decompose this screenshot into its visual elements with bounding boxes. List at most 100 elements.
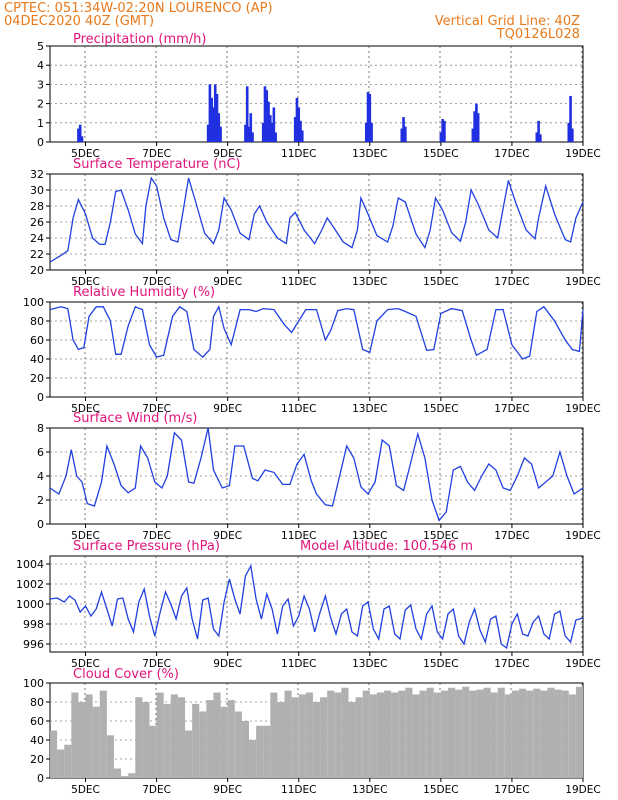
series-line (49, 564, 584, 650)
precip-bar (208, 84, 212, 142)
x-tick-label: 9DEC (213, 658, 242, 670)
cloud-cover-bar (334, 692, 342, 778)
x-tick-label: 13DEC (352, 530, 387, 542)
header-location: CPTEC: 051:34W-02:20N LOURENCO (AP) (4, 1, 273, 16)
cloud-cover-bar (57, 749, 65, 778)
precip-bar (571, 128, 574, 142)
cloud-cover-bar (206, 700, 214, 778)
y-tick-label: 4 (37, 59, 44, 72)
y-tick-label: 40 (30, 734, 44, 747)
x-tick-label: 17DEC (494, 403, 529, 415)
cloud-cover-bar (92, 706, 100, 778)
precip-bar (569, 95, 572, 142)
precip-bar (443, 120, 446, 142)
y-tick-label: 0 (37, 518, 44, 531)
y-tick-label: 8 (37, 422, 44, 435)
panel-surface-wind: Surface Wind (m/s) 0 2 4 6 8 5DEC 7DEC 9DEC 11DE… (37, 411, 601, 542)
precip-bar (293, 117, 297, 142)
precip-bar (217, 113, 221, 142)
y-tick-label: 100 (23, 296, 44, 309)
precip-bar (267, 101, 270, 142)
x-tick-label: 15DEC (423, 148, 458, 160)
x-tick-label: 19DEC (565, 403, 600, 415)
x-tick-label: 7DEC (142, 403, 171, 415)
precip-bar (473, 111, 476, 142)
y-tick-label: 3 (37, 78, 44, 91)
x-tick-label: 11DEC (281, 276, 316, 288)
cloud-cover-bar (483, 687, 491, 778)
x-tick-label: 13DEC (352, 403, 387, 415)
panel-surface-pressure: Surface Pressure (hPa) Model Altitude: 1… (16, 539, 601, 670)
cloud-cover-bar (455, 689, 463, 778)
x-tick-label: 15DEC (423, 784, 458, 796)
panel-title: Precipitation (mm/h) (73, 32, 206, 47)
x-tick-label: 15DEC (423, 276, 458, 288)
cloud-cover-bar (376, 692, 385, 778)
cloud-cover-bar (199, 711, 207, 778)
cloud-cover-bar (526, 690, 534, 778)
panel-precipitation: Precipitation (mm/h) 0 1 2 3 4 5 5DEC 7DEC 9DEC 1… (37, 32, 601, 160)
cloud-cover-bar (277, 702, 285, 778)
x-tick-label: 5DEC (71, 148, 100, 160)
x-tick-label: 19DEC (565, 658, 600, 670)
cloud-cover-bar (504, 694, 512, 778)
precip-bar (247, 126, 251, 142)
cloud-cover-bar (490, 692, 498, 778)
cloud-cover-bar (312, 702, 321, 778)
precip-bar (244, 124, 247, 142)
x-tick-label: 9DEC (213, 276, 242, 288)
cloud-cover-bar (369, 694, 377, 778)
cloud-cover-bar (263, 725, 271, 778)
precip-bar (366, 92, 370, 142)
cloud-cover-bar (135, 697, 143, 778)
precip-bar (213, 84, 217, 142)
cloud-cover-bar (398, 690, 406, 778)
precip-bar (212, 107, 215, 142)
y-tick-label: 1004 (16, 558, 44, 571)
plot-area: 0 2 4 6 8 5DEC 7DEC 9DEC 11DEC 13DEC 15DEC 17DEC 19D… (37, 422, 601, 542)
x-tick-label: 17DEC (494, 658, 529, 670)
x-tick-label: 13DEC (352, 276, 387, 288)
x-tick-label: 9DEC (213, 784, 242, 796)
cloud-cover-bar (291, 697, 299, 778)
cloud-cover-bar (433, 692, 441, 778)
precip-bar (368, 94, 372, 142)
precip-bar (261, 122, 265, 142)
x-tick-label: 5DEC (71, 403, 100, 415)
cloud-cover-bar (391, 692, 399, 778)
y-tick-label: 80 (30, 315, 44, 328)
cloud-cover-bar (192, 703, 200, 778)
cloud-cover-bar (156, 692, 164, 778)
y-tick-label: 1000 (16, 598, 44, 611)
cloud-cover-bar (440, 690, 448, 778)
cloud-cover-bar (568, 694, 576, 778)
cloud-cover-bar (384, 690, 392, 778)
y-tick-label: 998 (23, 618, 44, 631)
cloud-cover-bar (469, 690, 477, 778)
x-tick-label: 7DEC (142, 658, 171, 670)
cloud-cover-bar (177, 697, 186, 778)
precip-bar (215, 94, 219, 142)
precip-bar (77, 128, 80, 142)
precip-bar (370, 122, 373, 142)
y-tick-label: 0 (37, 136, 44, 149)
x-tick-label: 11DEC (281, 784, 316, 796)
cloud-cover-bar (497, 687, 505, 778)
x-tick-label: 7DEC (142, 530, 171, 542)
precip-bar (272, 107, 276, 142)
precip-bar (441, 118, 444, 142)
cloud-cover-bar (447, 687, 456, 778)
x-tick-label: 19DEC (565, 784, 600, 796)
cloud-cover-bar (234, 711, 242, 778)
x-tick-label: 15DEC (423, 403, 458, 415)
precip-bar (78, 124, 82, 142)
y-tick-label: 4 (37, 470, 44, 483)
x-tick-label: 13DEC (352, 148, 387, 160)
cloud-cover-bar (71, 692, 79, 778)
precip-bar (270, 122, 274, 142)
cloud-cover-bar (540, 690, 548, 778)
x-tick-label: 7DEC (142, 276, 171, 288)
precip-bar (475, 103, 478, 142)
precip-bar (439, 132, 443, 142)
